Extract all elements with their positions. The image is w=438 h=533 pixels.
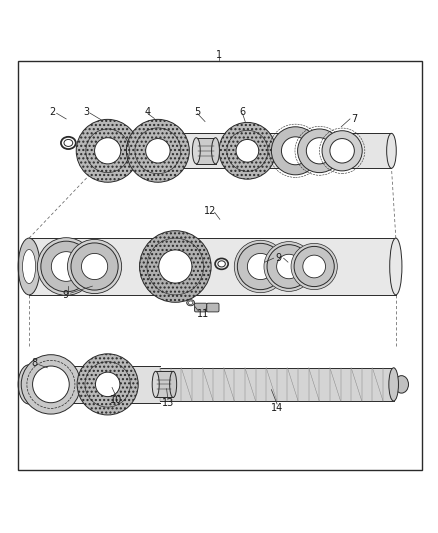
Bar <box>97 133 392 168</box>
Ellipse shape <box>390 238 402 295</box>
Ellipse shape <box>95 138 121 164</box>
Ellipse shape <box>395 376 409 393</box>
Ellipse shape <box>192 138 200 164</box>
Text: 7: 7 <box>351 114 357 124</box>
Ellipse shape <box>188 301 193 304</box>
Ellipse shape <box>236 140 259 162</box>
Ellipse shape <box>219 123 276 179</box>
Ellipse shape <box>64 140 73 147</box>
Bar <box>196 138 215 164</box>
Text: 11: 11 <box>197 309 209 319</box>
Bar <box>29 238 396 295</box>
Text: 9: 9 <box>62 290 68 300</box>
Ellipse shape <box>18 238 40 295</box>
Ellipse shape <box>21 354 81 414</box>
Ellipse shape <box>22 249 35 284</box>
Ellipse shape <box>146 139 170 163</box>
Text: 12: 12 <box>204 206 216 216</box>
Ellipse shape <box>218 261 225 267</box>
Text: 4: 4 <box>145 107 151 117</box>
Ellipse shape <box>297 129 341 173</box>
Text: 6: 6 <box>240 107 246 117</box>
Text: 1: 1 <box>216 50 222 60</box>
Bar <box>160 368 394 401</box>
FancyBboxPatch shape <box>207 303 219 312</box>
Ellipse shape <box>32 366 69 403</box>
Ellipse shape <box>212 138 219 164</box>
Ellipse shape <box>51 252 81 281</box>
Ellipse shape <box>67 239 122 294</box>
Ellipse shape <box>81 253 108 280</box>
Ellipse shape <box>247 253 274 280</box>
Ellipse shape <box>187 300 194 306</box>
Ellipse shape <box>306 138 332 164</box>
FancyBboxPatch shape <box>194 303 207 312</box>
Ellipse shape <box>282 137 309 165</box>
Ellipse shape <box>267 245 311 288</box>
Ellipse shape <box>37 238 95 295</box>
Ellipse shape <box>389 368 399 401</box>
Ellipse shape <box>140 231 211 302</box>
Ellipse shape <box>322 131 362 171</box>
Ellipse shape <box>127 119 189 182</box>
Ellipse shape <box>71 243 118 290</box>
Ellipse shape <box>18 365 40 404</box>
Ellipse shape <box>387 133 396 168</box>
Text: 3: 3 <box>83 107 89 117</box>
Ellipse shape <box>234 240 287 293</box>
Ellipse shape <box>152 372 159 398</box>
Text: 10: 10 <box>110 394 122 405</box>
Ellipse shape <box>303 255 325 278</box>
Text: 14: 14 <box>271 402 283 413</box>
Ellipse shape <box>77 354 138 415</box>
Text: 9: 9 <box>276 253 282 263</box>
Ellipse shape <box>95 372 120 397</box>
Ellipse shape <box>41 241 92 292</box>
Ellipse shape <box>330 139 354 163</box>
Bar <box>29 366 160 403</box>
Text: 2: 2 <box>49 107 55 117</box>
Ellipse shape <box>264 241 314 292</box>
Ellipse shape <box>291 244 337 289</box>
Ellipse shape <box>277 254 301 279</box>
Ellipse shape <box>237 244 284 289</box>
Ellipse shape <box>159 250 192 283</box>
Ellipse shape <box>170 372 177 398</box>
Text: 5: 5 <box>194 107 201 117</box>
Ellipse shape <box>294 246 334 287</box>
Ellipse shape <box>272 127 319 175</box>
Ellipse shape <box>76 119 139 182</box>
Text: 13: 13 <box>162 398 174 408</box>
Bar <box>155 372 173 398</box>
Ellipse shape <box>92 133 102 168</box>
Text: 8: 8 <box>31 358 37 368</box>
Ellipse shape <box>22 373 35 396</box>
